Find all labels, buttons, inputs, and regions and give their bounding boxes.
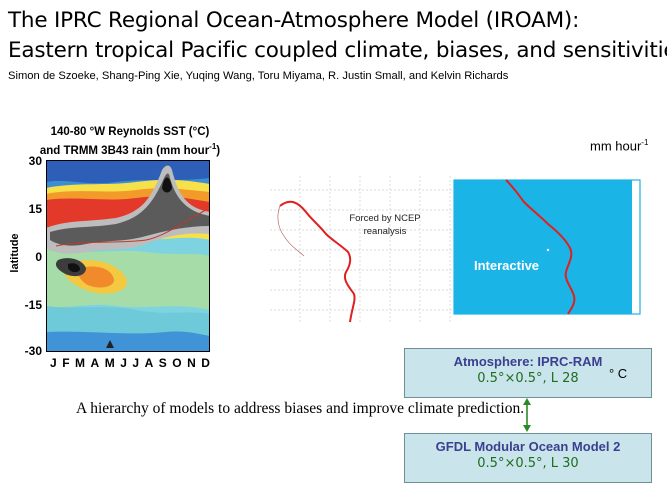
title-line-2: Eastern tropical Pacific coupled climate… bbox=[8, 38, 667, 63]
xtick-may: M bbox=[104, 356, 115, 370]
xtick-aug: A bbox=[144, 356, 154, 370]
sst-rain-plot bbox=[46, 160, 210, 352]
sst-south-hot-patch bbox=[78, 266, 114, 288]
interactive-domain bbox=[454, 180, 632, 314]
title-line-1: The IPRC Regional Ocean-Atmosphere Model… bbox=[8, 8, 580, 33]
interactive-label: Interactive bbox=[474, 258, 540, 273]
map-grid bbox=[270, 176, 454, 324]
island-marker bbox=[546, 248, 550, 252]
ytick-15: 15 bbox=[28, 202, 42, 216]
xtick-jun: J bbox=[120, 356, 127, 370]
coupling-arrow-icon bbox=[523, 398, 531, 432]
ytick-30: 30 bbox=[28, 154, 42, 168]
authors: Simon de Szoeke, Shang-Ping Xie, Yuqing … bbox=[8, 70, 509, 82]
plot-frame bbox=[46, 160, 210, 352]
sst-band-south-cold bbox=[46, 331, 210, 352]
rain-south-core bbox=[68, 263, 80, 273]
xtick-jul: J bbox=[132, 356, 140, 370]
sst-contour-line bbox=[55, 209, 207, 247]
sst-band-north-coldest bbox=[46, 160, 210, 184]
xtick-sep: S bbox=[158, 356, 167, 370]
ytick-minus-15: -15 bbox=[24, 298, 42, 312]
coastline-interactive bbox=[505, 179, 576, 315]
caption-line-2-end: ) bbox=[216, 144, 221, 157]
units-label: mm hour-1 bbox=[590, 138, 648, 153]
xtick-oct: O bbox=[172, 356, 182, 370]
ytick-0: 0 bbox=[35, 250, 42, 264]
degree-c-label: ° C bbox=[609, 366, 628, 381]
figure-caption-line-1: 140-80 °W Reynolds SST (°C) bbox=[50, 126, 210, 138]
caption-line-2-sup: -1 bbox=[209, 142, 217, 151]
atmosphere-model-resolution: 0.5°×0.5°, L 28 bbox=[477, 371, 579, 386]
interactive-domain-frame bbox=[453, 179, 641, 315]
xtick-mar: M bbox=[75, 356, 86, 370]
x-axis-months: J F M A M J J A S O N D bbox=[50, 356, 210, 370]
forced-label: Forced by NCEP reanalysis bbox=[349, 213, 421, 237]
units-main: mm hour bbox=[590, 138, 642, 154]
coastline-detail bbox=[277, 205, 305, 257]
rain-core bbox=[162, 177, 172, 193]
figure-caption-line-2: and TRMM 3B43 rain (mm hour-1) bbox=[24, 142, 236, 157]
model-domain-map bbox=[270, 176, 641, 324]
xtick-jan: J bbox=[50, 356, 57, 370]
coastline-forced bbox=[279, 200, 356, 323]
atmosphere-model-title: Atmosphere: IPRC-RAM bbox=[453, 354, 603, 369]
ocean-model-title: GFDL Modular Ocean Model 2 bbox=[435, 439, 621, 454]
caption-line-2-main: and TRMM 3B43 rain (mm hour bbox=[39, 144, 210, 157]
ocean-model-box: GFDL Modular Ocean Model 2 0.5°×0.5°, L … bbox=[404, 433, 652, 483]
atmosphere-model-box: Atmosphere: IPRC-RAM 0.5°×0.5°, L 28 bbox=[404, 348, 652, 398]
xtick-nov: N bbox=[187, 356, 196, 370]
rain-band-heavy bbox=[50, 173, 210, 246]
rain-spike-bottom bbox=[106, 340, 114, 348]
ocean-model-resolution: 0.5°×0.5°, L 30 bbox=[477, 456, 579, 471]
xtick-dec: D bbox=[201, 356, 210, 370]
ytick-minus-30: -30 bbox=[24, 344, 42, 358]
xtick-apr: A bbox=[90, 356, 100, 370]
units-sup: -1 bbox=[641, 138, 649, 147]
subtitle: A hierarchy of models to address biases … bbox=[76, 400, 525, 417]
y-axis-label: latitude bbox=[9, 233, 21, 273]
xtick-feb: F bbox=[62, 356, 70, 370]
